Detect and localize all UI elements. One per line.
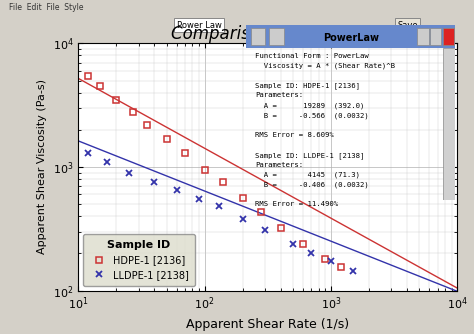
HDPE-1 [2136] bbox=[220, 180, 226, 184]
LLDPE-1 [2138] bbox=[85, 151, 91, 155]
LLDPE-1 [2138] bbox=[196, 197, 201, 201]
HDPE-1 [2136] bbox=[338, 265, 344, 269]
HDPE-1 [2136] bbox=[164, 137, 169, 141]
HDPE-1 [2136] bbox=[240, 196, 246, 200]
Bar bbox=[246, 25, 455, 47]
Y-axis label: Apparent Shear Viscosity (Pa-s): Apparent Shear Viscosity (Pa-s) bbox=[37, 79, 47, 255]
Text: A =       4145  (71.3): A = 4145 (71.3) bbox=[255, 172, 360, 178]
Text: Parameters:: Parameters: bbox=[255, 162, 303, 168]
Bar bbox=[443, 28, 454, 45]
Text: B =     -0.566  (0.0032): B = -0.566 (0.0032) bbox=[255, 112, 369, 119]
Bar bbox=[418, 28, 429, 45]
LLDPE-1 [2138] bbox=[328, 259, 334, 263]
LLDPE-1 [2138] bbox=[126, 171, 131, 175]
LLDPE-1 [2138] bbox=[350, 269, 356, 273]
Text: RMS Error = 11.490%: RMS Error = 11.490% bbox=[255, 201, 338, 207]
HDPE-1 [2136] bbox=[300, 241, 306, 245]
HDPE-1 [2136] bbox=[144, 123, 150, 127]
Bar bbox=[430, 28, 441, 45]
Text: Viscosity = A * (Shear Rate)^B: Viscosity = A * (Shear Rate)^B bbox=[255, 63, 395, 69]
LLDPE-1 [2138] bbox=[240, 217, 246, 221]
Bar bbox=[443, 47, 455, 200]
HDPE-1 [2136] bbox=[202, 168, 208, 172]
X-axis label: Apparent Shear Rate (1/s): Apparent Shear Rate (1/s) bbox=[186, 318, 349, 331]
Text: Sample ID: HDPE-1 [2136]: Sample ID: HDPE-1 [2136] bbox=[255, 82, 360, 89]
LLDPE-1 [2138] bbox=[290, 241, 296, 245]
Text: PowerLaw: PowerLaw bbox=[323, 33, 379, 43]
Text: B =     -0.406  (0.0032): B = -0.406 (0.0032) bbox=[255, 181, 369, 188]
LLDPE-1 [2138] bbox=[174, 188, 180, 192]
Text: A =      19289  (392.0): A = 19289 (392.0) bbox=[255, 102, 364, 109]
Text: Sample ID: LLDPE-1 [2138]: Sample ID: LLDPE-1 [2138] bbox=[255, 152, 364, 159]
Text: RMS Error = 8.609%: RMS Error = 8.609% bbox=[255, 132, 334, 138]
LLDPE-1 [2138] bbox=[152, 180, 157, 184]
Bar bbox=[443, 28, 454, 45]
Line: HDPE-1 [2136]: HDPE-1 [2136] bbox=[85, 72, 344, 270]
HDPE-1 [2136] bbox=[98, 84, 103, 88]
LLDPE-1 [2138] bbox=[262, 228, 268, 232]
LLDPE-1 [2138] bbox=[104, 160, 110, 164]
Text: Save: Save bbox=[397, 21, 418, 29]
Text: File  Edit  File  Style: File Edit File Style bbox=[9, 3, 84, 12]
HDPE-1 [2136] bbox=[182, 151, 188, 155]
LLDPE-1 [2138] bbox=[309, 252, 314, 256]
Text: Parameters:: Parameters: bbox=[255, 93, 303, 99]
HDPE-1 [2136] bbox=[278, 226, 283, 230]
HDPE-1 [2136] bbox=[85, 73, 91, 77]
HDPE-1 [2136] bbox=[130, 110, 136, 114]
LLDPE-1 [2138] bbox=[216, 204, 222, 208]
HDPE-1 [2136] bbox=[322, 257, 328, 261]
Line: LLDPE-1 [2138]: LLDPE-1 [2138] bbox=[85, 149, 357, 274]
Bar bbox=[251, 28, 265, 45]
Legend: HDPE-1 [2136], LLDPE-1 [2138]: HDPE-1 [2136], LLDPE-1 [2138] bbox=[83, 234, 195, 286]
Title: Comparison of Two PEs: Comparison of Two PEs bbox=[172, 25, 364, 43]
Text: Functional Form : PowerLaw: Functional Form : PowerLaw bbox=[255, 53, 369, 59]
HDPE-1 [2136] bbox=[258, 210, 264, 214]
Text: Power Law: Power Law bbox=[177, 21, 221, 29]
Bar bbox=[269, 28, 284, 45]
HDPE-1 [2136] bbox=[113, 98, 119, 102]
